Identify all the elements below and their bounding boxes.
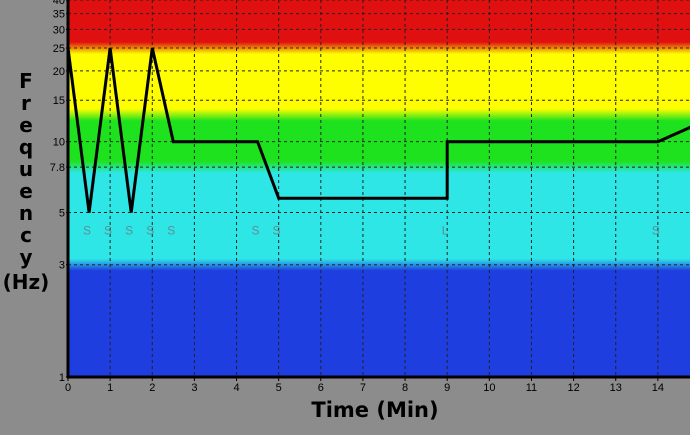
y-axis-title-letter: u [18,157,34,181]
annotation-label: S [146,223,154,237]
x-tick-label: 3 [191,382,197,394]
y-axis-title-letter: n [18,201,34,225]
series-line [66,47,690,213]
y-axis-title-letter: F [19,69,33,93]
x-tick-label: 12 [567,382,579,394]
tick-labels: 01234567891011121314151357.8101520253035… [50,0,664,394]
y-axis-title-letter: e [19,113,33,137]
y-tick-label: 1 [59,372,65,384]
annotation-label: S [167,223,175,237]
y-axis-title-letter: c [20,223,32,247]
x-tick-label: 0 [65,382,71,394]
x-tick-label: 14 [652,382,664,394]
annotation-label: S [83,223,91,237]
y-tick-label: 5 [59,208,65,220]
x-tick-label: 9 [444,382,450,394]
x-tick-label: 4 [233,382,239,394]
frequency-bands [68,0,690,377]
y-tick-label: 20 [53,66,65,78]
grid [68,0,690,377]
y-axis-title-letter: e [19,179,33,203]
x-tick-label: 13 [610,382,622,394]
annotation-label: S [104,223,112,237]
y-axis-title-letter: q [18,135,34,159]
annotation-label: S [251,223,259,237]
x-tick-label: 11 [526,382,537,394]
axes [66,0,690,379]
y-tick-label: 15 [53,95,65,107]
x-tick-label: 1 [107,382,113,394]
y-axis-title-unit: (Hz) [2,270,50,294]
annotation-label: S [125,223,133,237]
x-axis-title: Time (Min) [311,398,439,422]
y-tick-label: 35 [53,9,65,21]
y-tick-label: 25 [53,43,65,55]
x-tick-label: 6 [318,382,324,394]
x-tick-label: 2 [149,382,155,394]
y-tick-label: 7.8 [50,162,65,174]
y-tick-label: 10 [53,137,65,149]
y-axis-title-letter: r [21,91,31,115]
y-tick-label: 3 [59,260,65,272]
annotations: SSSSSSSLSS [83,223,660,237]
x-tick-label: 8 [402,382,408,394]
x-tick-label: 5 [276,382,282,394]
x-tick-label: 10 [483,382,495,394]
series-lines [66,47,690,213]
plot-background [68,0,690,377]
annotation-label: S [273,223,281,237]
y-tick-label: 40 [53,0,65,7]
annotation-label: L [442,223,449,237]
y-axis-title-letter: y [19,245,33,269]
y-tick-label: 30 [53,24,65,36]
annotation-label: S [652,223,660,237]
x-tick-label: 7 [360,382,366,394]
